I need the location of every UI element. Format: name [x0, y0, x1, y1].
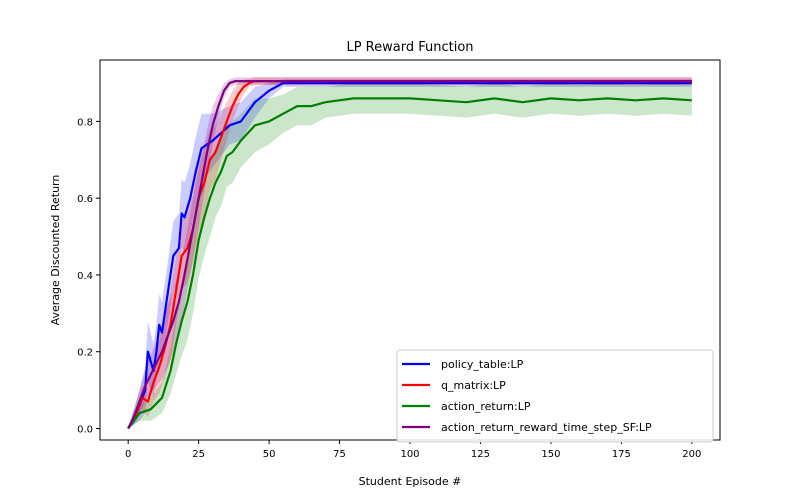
- line-action-return-lp: [127, 97, 692, 430]
- y-axis-label: Average Discounted Return: [49, 175, 62, 326]
- y-tick-label: 0.2: [77, 348, 93, 359]
- y-tick-label: 0.0: [77, 424, 93, 435]
- x-tick-label: 200: [682, 449, 701, 460]
- x-tick-label: 150: [541, 449, 560, 460]
- y-tick-label: 0.4: [77, 271, 93, 282]
- y-axis-ticks: 0.0 0.2 0.4 0.6 0.8: [77, 117, 100, 435]
- y-tick-label: 0.8: [77, 117, 93, 128]
- legend-label-q-matrix-lp: q_matrix:LP: [441, 379, 506, 392]
- x-axis-label: Student Episode #: [359, 475, 462, 488]
- legend-label-policy-table-lp: policy_table:LP: [441, 358, 524, 371]
- x-tick-label: 175: [612, 449, 631, 460]
- chart-title: LP Reward Function: [346, 40, 473, 55]
- x-tick-label: 100: [400, 449, 419, 460]
- x-tick-label: 75: [333, 449, 346, 460]
- x-tick-label: 50: [263, 449, 276, 460]
- legend-box: [396, 349, 714, 443]
- x-tick-label: 0: [125, 449, 131, 460]
- series-lines: [127, 79, 692, 430]
- x-axis-ticks: 0 25 50 75 100 125 150 175 200: [125, 440, 701, 460]
- y-tick-label: 0.6: [77, 194, 93, 205]
- legend-label-action-return-lp: action_return:LP: [441, 400, 531, 413]
- legend: policy_table:LP q_matrix:LP action_return:…: [396, 349, 714, 443]
- x-tick-label: 125: [471, 449, 490, 460]
- line-action-return-reward-time-step-sf-lp: [127, 79, 692, 429]
- legend-label-action-return-reward-time-step-sf-lp: action_return_reward_time_step_SF:LP: [441, 421, 652, 434]
- x-tick-label: 25: [192, 449, 205, 460]
